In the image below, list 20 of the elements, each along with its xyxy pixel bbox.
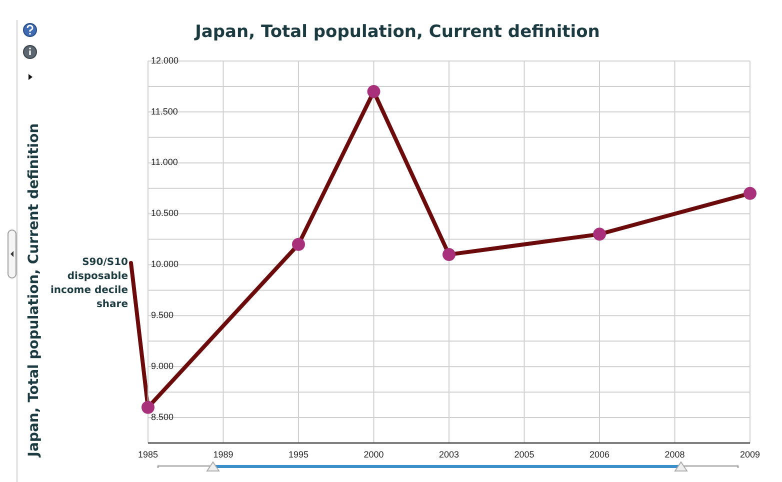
x-tick-label: 2009 [740, 449, 760, 460]
x-tick-label: 1995 [288, 449, 309, 460]
text: Japan, Total population, Current definition [26, 123, 42, 457]
x-tick-label: 2003 [438, 449, 460, 460]
y-tick-label: 10.000 [151, 259, 179, 270]
y-tick-label: 8.500 [151, 412, 174, 422]
y-tick-label: 9.500 [151, 310, 174, 320]
x-tick-label: 2005 [514, 449, 534, 460]
chart-title: Japan, Total population, Current definition [193, 22, 601, 42]
x-tick-label: 1985 [138, 449, 158, 460]
y-tick-label: 10.500 [151, 208, 179, 218]
y-tick-label: 12.000 [151, 55, 179, 66]
x-tick-label: 2000 [364, 449, 384, 460]
text: S90/S10 disposable income decile share [50, 256, 128, 312]
y-tick-label: 9.000 [151, 360, 174, 371]
x-tick-label: 2008 [664, 449, 685, 460]
y-tick-label: 11.500 [151, 106, 178, 116]
x-tick-label: 2006 [589, 449, 610, 460]
y-tick-label: 11.000 [151, 157, 178, 168]
x-tick-label: 1989 [213, 449, 234, 460]
